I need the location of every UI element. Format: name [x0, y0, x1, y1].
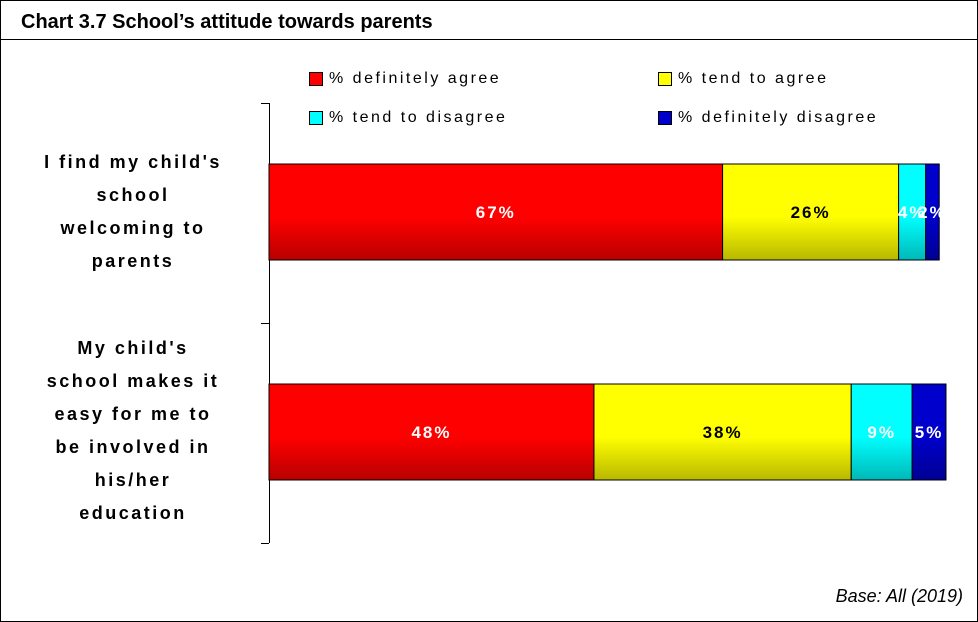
category-line: parents — [91, 251, 175, 271]
category-line: welcoming to — [60, 218, 206, 238]
legend-item-tend-to-disagree: % tend to disagree — [309, 108, 507, 128]
axis-tick-bottom — [261, 543, 269, 544]
category-line: My child's — [77, 338, 189, 358]
legend-item-definitely-disagree: % definitely disagree — [658, 108, 878, 128]
axis-tick-top — [261, 103, 269, 104]
category-line: his/her — [94, 470, 172, 490]
data-label-definitely-disagree-1: 2% — [918, 203, 947, 222]
category-line: easy for me to — [54, 404, 212, 424]
bar-shading — [722, 164, 899, 260]
legend-item-definitely-agree: % definitely agree — [309, 69, 501, 89]
bar-shading — [593, 384, 852, 480]
bar-shading — [269, 164, 723, 260]
legend-label-definitely-agree: % definitely agree — [329, 70, 502, 87]
chart-title: Chart 3.7 School’s attitude towards pare… — [21, 11, 433, 33]
bar-shading — [912, 384, 946, 480]
data-label-definitely-disagree-2: 5% — [915, 423, 944, 442]
legend-label-tend-to-agree: % tend to agree — [678, 70, 829, 87]
legend-swatch-tend-to-agree — [658, 72, 672, 86]
base-note: Base: All (2019) — [835, 586, 963, 606]
legend-item-tend-to-agree: % tend to agree — [658, 69, 828, 89]
category-line: school — [96, 185, 170, 205]
axis-tick-middle — [261, 323, 269, 324]
data-label-definitely-agree-1: 67% — [476, 203, 516, 222]
bar-shading — [269, 384, 594, 480]
category-line: education — [79, 503, 187, 523]
data-label-tend-to-disagree-1: 4% — [898, 203, 927, 222]
legend-swatch-tend-to-disagree — [309, 111, 323, 125]
legend-swatch-definitely-disagree — [658, 111, 672, 125]
data-label-tend-to-agree-2: 38% — [703, 423, 743, 442]
data-label-tend-to-disagree-2: 9% — [867, 423, 896, 442]
category-line: school makes it — [46, 371, 220, 391]
legend-swatch-definitely-agree — [309, 72, 323, 86]
legend-label-definitely-disagree: % definitely disagree — [678, 109, 879, 126]
category-line: I find my child's — [44, 152, 222, 172]
bar-shading — [898, 164, 926, 260]
bar-shading — [851, 384, 913, 480]
category-label-school-welcoming: I find my child's school welcoming to pa… — [23, 146, 243, 278]
bar-shading — [925, 164, 940, 260]
title-bar: Chart 3.7 School’s attitude towards pare… — [1, 1, 977, 40]
data-label-definitely-agree-2: 48% — [411, 423, 451, 442]
legend-label-tend-to-disagree: % tend to disagree — [329, 109, 508, 126]
category-axis-line — [269, 103, 270, 543]
category-label-easy-to-be-involved: My child's school makes it easy for me t… — [23, 332, 243, 530]
data-label-tend-to-agree-1: 26% — [791, 203, 831, 222]
category-line: be involved in — [55, 437, 211, 457]
